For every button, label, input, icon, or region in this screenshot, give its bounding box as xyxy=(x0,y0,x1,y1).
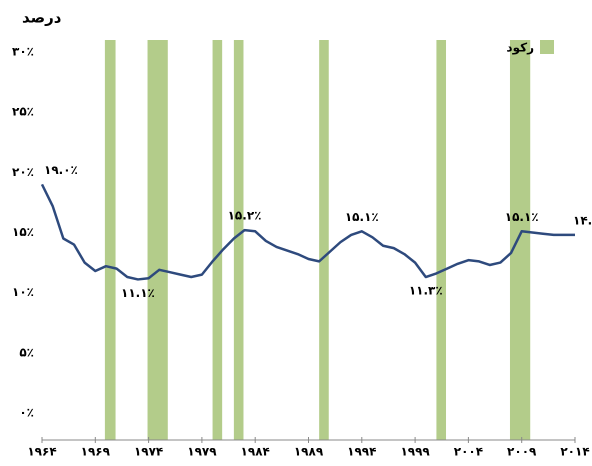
recession-band xyxy=(148,40,168,440)
value-label: ۱۵.۱٪ xyxy=(345,210,379,224)
recession-band xyxy=(436,40,446,440)
y-tick-label: ۳۰٪ xyxy=(12,45,34,59)
y-tick-label: ۲۰٪ xyxy=(12,165,34,179)
recession-band xyxy=(213,40,223,440)
recession-band xyxy=(234,40,244,440)
recession-band xyxy=(319,40,329,440)
legend-label: رکود xyxy=(506,41,534,56)
x-tick-label: ۱۹۷۹ xyxy=(187,445,217,459)
value-label: ۱۹.۰٪ xyxy=(44,163,78,177)
x-tick-label: ۲۰۱۴ xyxy=(560,445,589,459)
value-label: ۱۱.۳٪ xyxy=(409,284,443,298)
x-tick-label: ۱۹۹۴ xyxy=(347,445,376,459)
chart-title: درصد xyxy=(22,9,62,27)
x-tick-label: ۱۹۸۴ xyxy=(241,445,270,459)
y-tick-label: ۱۵٪ xyxy=(12,225,34,239)
y-tick-label: ۰٪ xyxy=(19,406,34,420)
x-tick-label: ۱۹۸۹ xyxy=(294,445,324,459)
chart: درصد رکود ۰٪ ۵٪ ۱۰٪ ۱۵٪ ۲۰٪ ۲۵٪ ۳۰٪ ۱۹۶۴ ۱۹۶۹ ۱۹۷۴… xyxy=(0,0,592,462)
legend-swatch xyxy=(540,40,554,54)
value-label: ۱۱.۱٪ xyxy=(121,286,155,300)
recession-band xyxy=(510,40,530,440)
x-tick-label: ۱۹۹۹ xyxy=(400,445,430,459)
y-tick-label: ۵٪ xyxy=(19,345,34,359)
value-label: ۱۴.۸ xyxy=(573,213,592,227)
recession-band xyxy=(105,40,116,440)
y-tick-label: ۲۵٪ xyxy=(12,105,34,119)
x-tick-label: ۲۰۰۴ xyxy=(454,445,483,459)
x-tick-label: ۲۰۰۹ xyxy=(507,445,537,459)
value-label: ۱۵.۱٪ xyxy=(505,210,539,224)
value-label: ۱۵.۲٪ xyxy=(228,209,262,223)
x-tick-label: ۱۹۷۴ xyxy=(134,445,163,459)
line xyxy=(42,184,575,279)
x-tick-label: ۱۹۶۹ xyxy=(81,445,111,459)
y-tick-label: ۱۰٪ xyxy=(12,285,34,299)
x-tick-label: ۱۹۶۴ xyxy=(27,445,56,459)
